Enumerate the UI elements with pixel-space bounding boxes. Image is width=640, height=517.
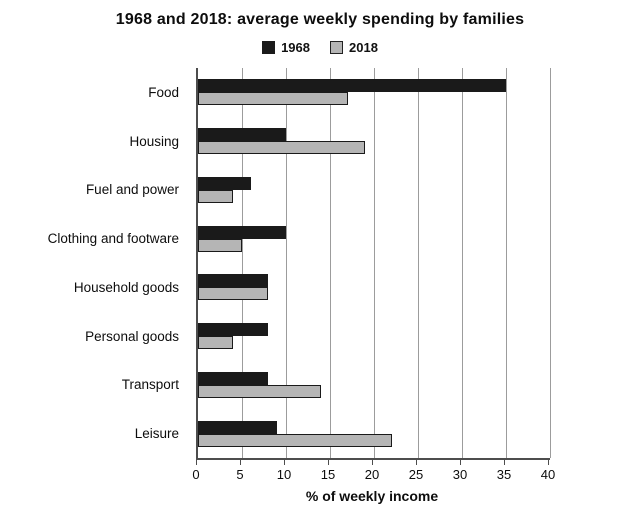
bar-group (198, 312, 550, 361)
legend-swatch-2018 (330, 41, 343, 54)
tick-mark (548, 460, 549, 465)
bar-2018 (198, 384, 322, 398)
legend-item-1968: 1968 (262, 40, 310, 55)
tick-mark (504, 460, 505, 465)
legend: 1968 2018 (0, 40, 640, 55)
category-label: Personal goods (85, 328, 179, 344)
gridline (330, 68, 331, 458)
legend-label-2018: 2018 (349, 40, 378, 55)
tick-mark (372, 460, 373, 465)
bar-1968 (198, 79, 506, 93)
category-label: Transport (121, 377, 179, 393)
bar-2018 (198, 433, 392, 447)
bar-2018 (198, 336, 234, 350)
gridline (374, 68, 375, 458)
bar-1968 (198, 225, 286, 239)
bar-group (198, 214, 550, 263)
gridline (418, 68, 419, 458)
bar-2018 (198, 238, 242, 252)
tick-label: 25 (408, 467, 424, 482)
bar-1968 (198, 274, 269, 288)
bar-group (198, 361, 550, 410)
legend-item-2018: 2018 (330, 40, 378, 55)
gridline (550, 68, 551, 458)
gridline (462, 68, 463, 458)
category-label: Fuel and power (85, 182, 179, 198)
gridline (242, 68, 243, 458)
bar-group (198, 409, 550, 458)
category-label: Housing (129, 133, 179, 149)
bar-2018 (198, 287, 269, 301)
tick-mark (416, 460, 417, 465)
category-label: Leisure (134, 426, 179, 442)
bar-1968 (198, 323, 269, 337)
bar-1968 (198, 371, 269, 385)
bar-group (198, 117, 550, 166)
legend-swatch-1968 (262, 41, 276, 54)
gridline (506, 68, 507, 458)
chart-title: 1968 and 2018: average weekly spending b… (115, 11, 525, 28)
bar-group (198, 166, 550, 215)
tick-label: 20 (364, 467, 380, 482)
tick-label: 5 (236, 467, 244, 482)
tick-label: 30 (452, 467, 468, 482)
bar-2018 (198, 189, 234, 203)
bar-group (198, 263, 550, 312)
tick-mark (460, 460, 461, 465)
bar-group (198, 68, 550, 117)
tick-label: 15 (320, 467, 336, 482)
tick-mark (196, 460, 197, 465)
legend-label-1968: 1968 (281, 40, 310, 55)
tick-label: 0 (192, 467, 200, 482)
bar-1968 (198, 176, 251, 190)
tick-mark (328, 460, 329, 465)
x-axis-ticks: 0 5 10 15 20 25 30 35 40 (192, 460, 555, 484)
bar-2018 (198, 141, 366, 155)
category-labels: Food Housing Fuel and power Clothing and fo… (0, 68, 188, 458)
bar-1968 (198, 420, 278, 434)
tick-label: 10 (276, 467, 292, 482)
bar-2018 (198, 92, 348, 106)
gridline (286, 68, 287, 458)
x-axis-title: % of weekly income (305, 488, 439, 504)
category-label: Food (148, 84, 179, 100)
category-label: Household goods (73, 279, 179, 295)
tick-label: 40 (540, 467, 556, 482)
tick-label: 35 (496, 467, 512, 482)
plot-area (196, 68, 551, 460)
bar-1968 (198, 128, 286, 142)
tick-mark (284, 460, 285, 465)
tick-mark (240, 460, 241, 465)
category-label: Clothing and footware (47, 231, 179, 247)
